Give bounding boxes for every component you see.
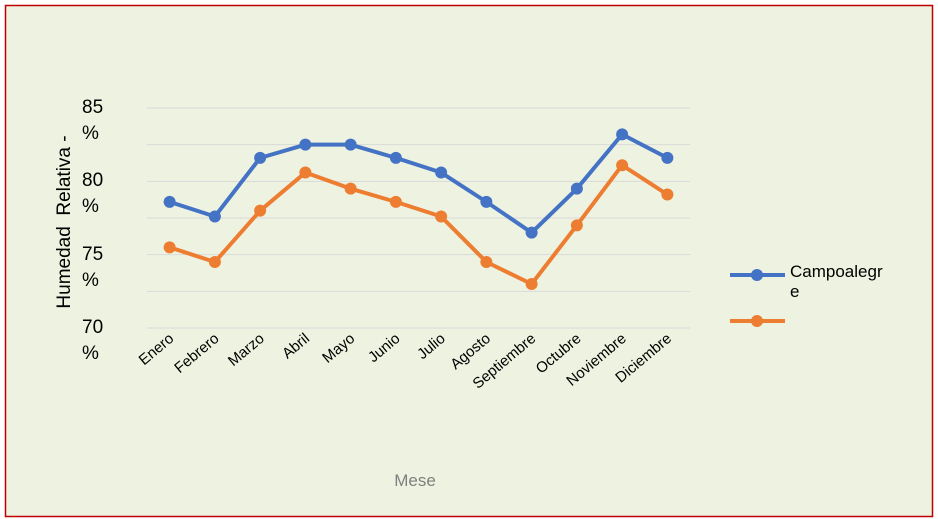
- data-point: [344, 182, 357, 195]
- series-line: [169, 163, 669, 286]
- series-line: [169, 132, 669, 235]
- y-axis-title: Humedad Relativa -: [54, 135, 75, 308]
- data-point: [435, 166, 448, 179]
- data-point: [299, 166, 312, 179]
- data-point: [254, 204, 267, 217]
- data-point: [254, 151, 267, 164]
- data-point: [435, 210, 448, 223]
- data-point: [344, 138, 357, 151]
- data-point: [570, 219, 583, 232]
- data-point: [389, 195, 402, 208]
- data-point: [163, 241, 176, 254]
- data-point: [299, 138, 312, 151]
- data-point: [661, 151, 674, 164]
- data-point: [208, 256, 221, 268]
- x-axis-title: Mese: [394, 471, 436, 490]
- y-tick-label: 75 %: [82, 243, 104, 291]
- legend-marker: [751, 269, 763, 281]
- data-point: [525, 278, 538, 290]
- data-point: [480, 256, 493, 268]
- data-point: [570, 182, 583, 195]
- chart-background: [4, 4, 934, 518]
- data-point: [389, 151, 402, 164]
- data-point: [208, 210, 221, 223]
- y-tick-label: 85 %: [82, 97, 104, 144]
- y-tick-label: 70 %: [82, 317, 104, 364]
- data-point: [525, 226, 538, 239]
- data-point: [616, 159, 629, 172]
- legend-marker: [751, 315, 763, 327]
- y-tick-label: 80 %: [82, 170, 104, 218]
- data-point: [616, 128, 629, 141]
- data-point: [661, 188, 674, 201]
- data-point: [163, 195, 176, 208]
- legend-label: Campoalegre: [790, 262, 883, 301]
- data-point: [480, 195, 493, 208]
